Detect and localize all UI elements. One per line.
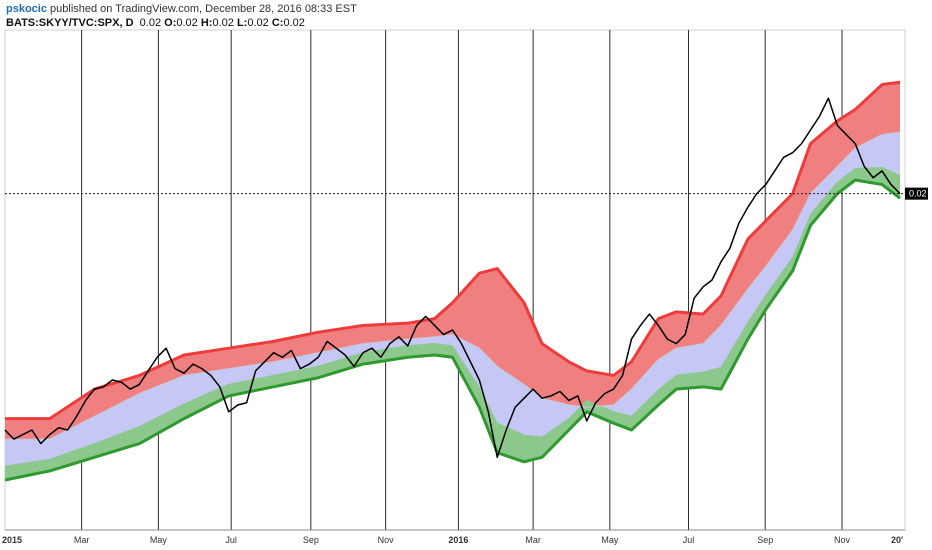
ohlc-low-key: L: <box>236 17 248 29</box>
lower-band-fill <box>5 167 900 480</box>
lower-band-line <box>4 178 901 482</box>
bollinger-bands <box>5 82 900 481</box>
x-tick-label: May <box>150 535 168 545</box>
middle-band-line <box>5 131 901 440</box>
x-tick-label: Mar <box>74 535 90 545</box>
x-tick-label: Jul <box>225 535 237 545</box>
upper-band-fill <box>5 82 900 440</box>
price-crosshair: 0.02 <box>5 187 928 200</box>
series-lines <box>4 80 901 482</box>
ohlc-open-key: O: <box>164 17 177 29</box>
ohlc-close-key: C: <box>271 17 284 29</box>
time-axis: 2015 Mar May Jul Sep Nov 2016 Mar May Jul Sep Nov 20… <box>2 529 905 545</box>
ohlc-close-value: 0.02 <box>283 17 305 29</box>
publisher-line: pskocic published on TradingView.com, De… <box>6 2 606 16</box>
published-text: published on TradingView.com, December 2… <box>46 3 357 15</box>
ohlc-high-key: H: <box>200 17 213 29</box>
symbol-value: 0.02 <box>139 17 162 29</box>
symbol-line: BATS:SKYY/TVC:SPX, D 0.02 O:0.02 H:0.02 … <box>6 16 606 30</box>
price-tag-label: 0.02 <box>909 189 927 199</box>
ohlc-low-value: 0.02 <box>247 17 269 29</box>
x-tick-label: 2016 <box>448 535 468 545</box>
ohlc-high-value: 0.02 <box>212 17 234 29</box>
symbol-name[interactable]: BATS:SKYY/TVC:SPX, D <box>6 17 134 29</box>
x-tick-label: 20' <box>891 535 903 545</box>
x-tick-label: Nov <box>378 535 395 545</box>
price-tag-box <box>905 187 928 200</box>
upper-band-line <box>5 80 901 421</box>
x-tick-label: Sep <box>757 535 773 545</box>
publisher-username[interactable]: pskocic <box>6 3 47 15</box>
x-tick-label: May <box>601 535 619 545</box>
ohlc-open-value: 0.02 <box>176 17 198 29</box>
x-tick-label: Sep <box>303 535 319 545</box>
price-line <box>4 97 901 459</box>
x-tick-label: Nov <box>834 535 851 545</box>
x-tick-label: 2015 <box>2 535 22 545</box>
chart-header: pskocic published on TradingView.com, De… <box>6 2 606 32</box>
x-tick-label: Mar <box>525 535 541 545</box>
x-tick-label: Jul <box>683 535 695 545</box>
